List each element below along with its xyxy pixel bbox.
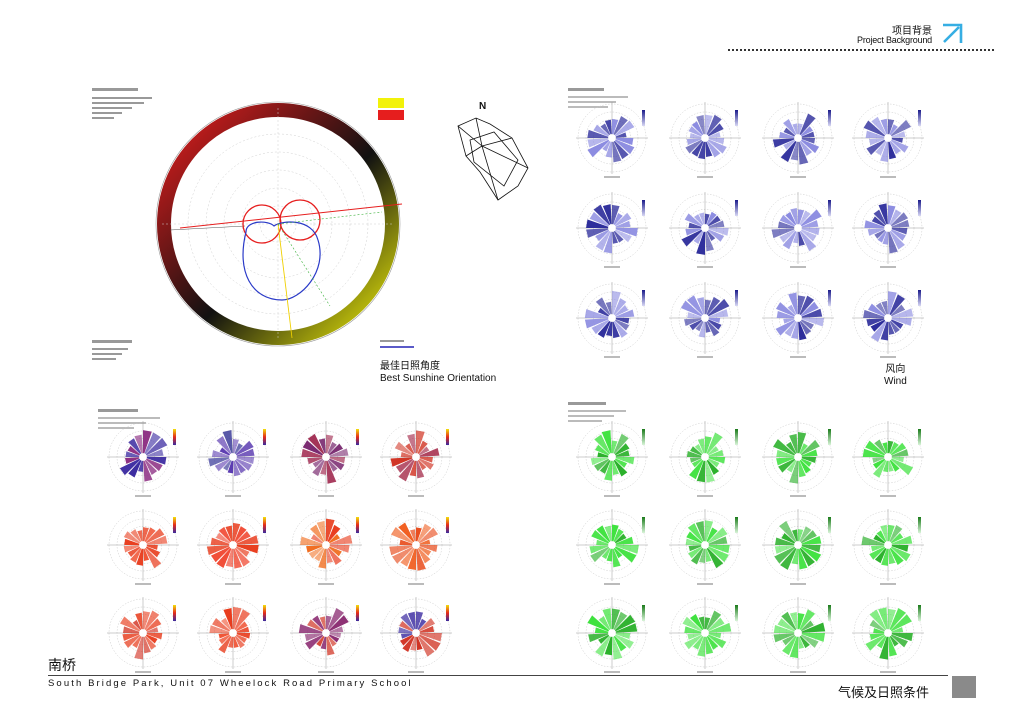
wind-rose bbox=[380, 509, 452, 585]
wind-rose bbox=[380, 597, 452, 673]
wind-rose-blue-group bbox=[568, 88, 924, 358]
wind-rose bbox=[762, 509, 834, 585]
wind-rose bbox=[762, 597, 834, 673]
wind-rose bbox=[576, 192, 648, 268]
project-name-en: South Bridge Park, Unit 07 Wheelock Road… bbox=[48, 678, 413, 689]
wind-rose bbox=[762, 421, 834, 497]
sun-axis-red bbox=[179, 203, 403, 229]
site-compass: N bbox=[457, 101, 529, 201]
wind-rose bbox=[762, 192, 834, 268]
section-title-en: Project Background bbox=[857, 35, 932, 45]
sun-path-chart bbox=[92, 88, 414, 360]
wind-rose bbox=[576, 597, 648, 673]
wind-rose bbox=[669, 509, 741, 585]
wind-rose bbox=[669, 192, 741, 268]
wind-rose bbox=[290, 597, 362, 673]
wind-rose bbox=[576, 282, 648, 358]
wind-rose bbox=[762, 102, 834, 178]
blue-curve bbox=[242, 221, 321, 301]
page-marker-block bbox=[952, 676, 976, 698]
wind-rose bbox=[852, 192, 924, 268]
wind-rose bbox=[197, 421, 269, 497]
wind-rose bbox=[762, 282, 834, 358]
wind-caption: 风向 Wind bbox=[884, 364, 907, 388]
sun-caption-en: Best Sunshine Orientation bbox=[380, 373, 497, 384]
wind-rose bbox=[852, 282, 924, 358]
wind-rose bbox=[669, 102, 741, 178]
north-label: N bbox=[479, 101, 486, 112]
wind-rose bbox=[852, 102, 924, 178]
red-lobe-right bbox=[279, 199, 321, 241]
wind-rose bbox=[576, 421, 648, 497]
wind-rose bbox=[576, 102, 648, 178]
wind-rose bbox=[380, 421, 452, 497]
wind-rose bbox=[197, 597, 269, 673]
wind-rose bbox=[107, 597, 179, 673]
legend-swatch-red bbox=[378, 110, 404, 120]
wind-rose bbox=[576, 509, 648, 585]
section-title-cn: 项目背景 bbox=[892, 26, 932, 37]
wind-rose bbox=[669, 282, 741, 358]
section-name-cn: 气候及日照条件 bbox=[838, 685, 930, 700]
project-name-cn: 南桥 bbox=[48, 657, 76, 673]
wind-rose-heat-group bbox=[98, 409, 452, 673]
header-divider bbox=[728, 49, 994, 51]
sun-orientation-caption: 最佳日照角度 Best Sunshine Orientation bbox=[380, 361, 496, 385]
wind-rose bbox=[852, 509, 924, 585]
sun-caption-cn: 最佳日照角度 bbox=[380, 361, 440, 372]
wind-rose bbox=[107, 509, 179, 585]
sun-chart-text-block bbox=[92, 88, 414, 360]
wind-rose bbox=[852, 597, 924, 673]
wind-rose-green-group bbox=[568, 402, 924, 673]
wind-rose bbox=[107, 421, 179, 497]
wind-rose bbox=[290, 421, 362, 497]
wind-caption-en: Wind bbox=[884, 376, 907, 387]
wind-rose bbox=[197, 509, 269, 585]
arrow-up-right-icon bbox=[943, 23, 963, 43]
wind-rose bbox=[669, 421, 741, 497]
wind-rose bbox=[669, 597, 741, 673]
wind-rose bbox=[290, 509, 362, 585]
wind-caption-cn: 风向 bbox=[885, 364, 906, 375]
footer-divider bbox=[48, 675, 948, 676]
legend-swatch-yellow bbox=[378, 98, 404, 108]
wind-rose bbox=[852, 421, 924, 497]
